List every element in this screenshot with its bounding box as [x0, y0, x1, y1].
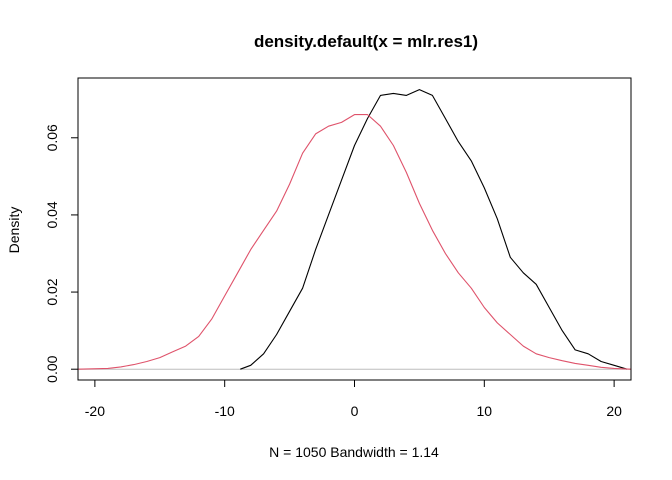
- x-tick-label: 20: [606, 403, 622, 419]
- y-tick-label: 0.00: [44, 355, 60, 382]
- density-line-2: [77, 114, 632, 370]
- x-axis: -20 -10 0 10 20: [85, 379, 622, 419]
- y-tick-label: 0.06: [44, 124, 60, 151]
- y-tick-label: 0.02: [44, 278, 60, 305]
- chart-title: density.default(x = mlr.res1): [254, 32, 478, 51]
- x-axis-label: N = 1050 Bandwidth = 1.14: [269, 444, 439, 460]
- x-tick-label: 0: [351, 403, 359, 419]
- x-tick-label: -20: [85, 403, 105, 419]
- x-tick-label: 10: [477, 403, 493, 419]
- plot-area: [77, 89, 632, 370]
- x-tick-label: -10: [215, 403, 235, 419]
- density-line-1: [240, 89, 628, 370]
- plot-frame: [77, 77, 632, 381]
- y-axis-label: Density: [6, 207, 22, 254]
- y-axis: 0.00 0.02 0.04 0.06: [44, 124, 79, 383]
- y-tick-label: 0.04: [44, 201, 60, 228]
